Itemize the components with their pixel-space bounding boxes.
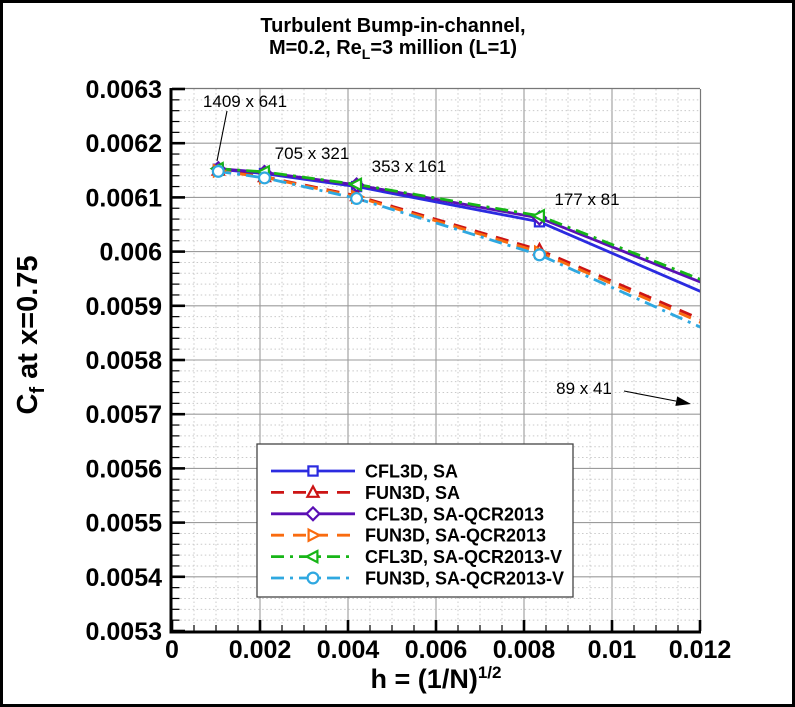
legend-marker-circle xyxy=(306,571,320,585)
grid-size-annotation: 705 x 321 xyxy=(275,144,350,163)
series-markers-layer xyxy=(209,160,549,262)
annotation-leader-line xyxy=(216,110,228,162)
legend-label: FUN3D, SA-QCR2013-V xyxy=(365,569,564,589)
y-tick-label: 0.0057 xyxy=(86,401,162,429)
y-axis-title-subscript: f xyxy=(26,386,49,394)
series-line-cfl3d-sa-qcr2013-v xyxy=(218,167,700,281)
triangle-left-marker xyxy=(347,176,363,192)
y-tick-label: 0.0053 xyxy=(86,618,162,646)
y-tick-label: 0.0058 xyxy=(86,347,163,375)
grid-size-annotation: 353 x 161 xyxy=(372,157,447,176)
legend-label: CFL3D, SA-QCR2013-V xyxy=(365,547,562,567)
y-tick-label: 0.0054 xyxy=(86,564,163,592)
circle-marker xyxy=(532,248,546,262)
chart-title: Turbulent Bump-in-channel, M=0.2, ReL=3 … xyxy=(260,15,525,65)
series-line-fun3d-sa-qcr2013 xyxy=(218,169,700,324)
y-tick-label: 0.0056 xyxy=(86,455,162,483)
legend-label: FUN3D, SA xyxy=(365,483,460,503)
legend-label: FUN3D, SA-QCR2013 xyxy=(365,526,546,546)
grid-size-annotation: 89 x 41 xyxy=(556,379,612,398)
annotation-arrow-line xyxy=(623,390,677,402)
x-axis-title-superscript: 1/2 xyxy=(477,663,502,682)
series-line-fun3d-sa xyxy=(218,168,700,321)
x-tick-label: 0 xyxy=(165,636,179,664)
y-tick-label: 0.0063 xyxy=(86,76,162,104)
x-tick-label: 0.004 xyxy=(317,636,380,664)
grid-size-annotation: 177 x 81 xyxy=(554,190,619,209)
grid-size-annotation: 1409 x 641 xyxy=(203,92,287,111)
y-tick-label: 0.0059 xyxy=(86,293,162,321)
x-tick-label: 0.002 xyxy=(229,636,292,664)
y-tick-label: 0.0055 xyxy=(86,510,163,538)
x-axis-title: h = (1/N)1/2 xyxy=(370,663,502,694)
legend-marker-triangle-up xyxy=(305,484,321,498)
y-tick-label: 0.0062 xyxy=(86,130,162,158)
series-line-fun3d-sa-qcr2013-v xyxy=(218,169,700,329)
y-tick-label: 0.006 xyxy=(99,239,162,267)
tick-labels-layer: 0 0.002 0.004 0.006 0.008 0.01 0.012 0.0063 0.00… xyxy=(86,76,732,664)
x-tick-label: 0.008 xyxy=(493,636,556,664)
x-tick-label: 0.012 xyxy=(669,636,732,664)
triangle-left-marker xyxy=(530,208,545,224)
y-tick-label: 0.0061 xyxy=(86,184,163,212)
legend-marker-triangle-right xyxy=(307,527,322,543)
annotation-arrowhead xyxy=(675,396,691,406)
x-tick-label: 0.006 xyxy=(405,636,468,664)
y-axis-title: Cf at x=0.75 xyxy=(12,255,49,415)
chart-title-line2: M=0.2, ReL=3 million (L=1) xyxy=(268,37,518,62)
ticks-layer xyxy=(170,87,702,633)
chart: 0 0.002 0.004 0.006 0.008 0.01 0.012 0.0063 0.00… xyxy=(86,76,732,664)
legend-marker-square xyxy=(307,465,319,477)
series-line-cfl3d-sa xyxy=(218,167,700,293)
legend-marker-diamond xyxy=(305,505,321,522)
circle-marker xyxy=(257,171,271,185)
series-lines-layer xyxy=(218,167,700,329)
annotations-layer: 1409 x 641 705 x 321 353 x 161 177 x 81 89 x… xyxy=(203,92,691,406)
legend-label: CFL3D, SA xyxy=(365,462,458,482)
chart-title-subscript: L xyxy=(361,46,371,62)
chart-title-line1: Turbulent Bump-in-channel, xyxy=(260,15,526,37)
circle-marker xyxy=(350,191,364,205)
legend-marker-triangle-left xyxy=(304,549,319,565)
circle-marker xyxy=(211,164,225,178)
x-tick-label: 0.01 xyxy=(588,636,637,664)
legend-label: CFL3D, SA-QCR2013 xyxy=(365,504,544,524)
